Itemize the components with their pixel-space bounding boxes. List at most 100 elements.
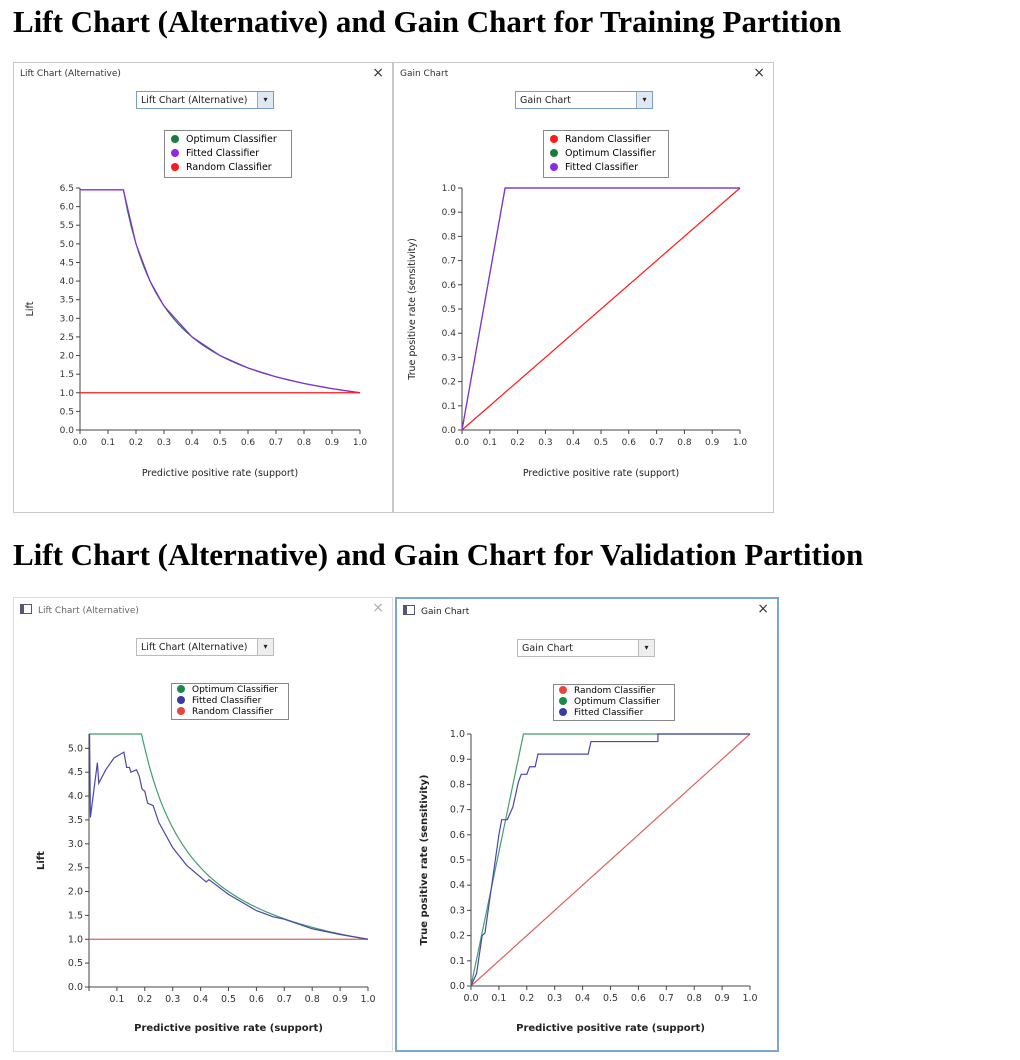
y-axis-label: True positive rate (sensitivity) bbox=[419, 775, 430, 946]
legend-item: Random Classifier bbox=[171, 161, 285, 175]
close-icon[interactable]: × bbox=[372, 65, 384, 81]
y-tick-label: 0.0 bbox=[60, 426, 75, 436]
panel-title: Lift Chart (Alternative) bbox=[20, 604, 139, 616]
x-tick-label: 0.9 bbox=[333, 994, 348, 1005]
y-tick-label: 1.0 bbox=[68, 934, 83, 945]
chevron-down-icon[interactable]: ▾ bbox=[257, 92, 273, 108]
x-tick-label: 0.4 bbox=[575, 993, 590, 1004]
y-tick-label: 0.6 bbox=[450, 830, 465, 841]
x-tick-label: 0.2 bbox=[137, 994, 152, 1005]
legend-label: Fitted Classifier bbox=[574, 708, 644, 718]
y-axis-label: Lift bbox=[25, 301, 36, 316]
x-tick-label: 0.4 bbox=[193, 994, 208, 1005]
x-tick-label: 0.5 bbox=[603, 993, 618, 1004]
legend-dot-icon bbox=[171, 163, 179, 171]
y-tick-label: 0.5 bbox=[60, 407, 74, 417]
y-tick-label: 0.2 bbox=[442, 378, 456, 388]
validation-gain-panel: Gain Chart × Gain Chart ▾ Random Classifi… bbox=[395, 597, 779, 1052]
legend-dot-icon bbox=[171, 135, 179, 143]
y-tick-label: 5.0 bbox=[68, 743, 83, 754]
y-tick-label: 0.3 bbox=[450, 905, 465, 916]
legend-label: Random Classifier bbox=[192, 707, 274, 717]
x-axis-label: Predictive positive rate (support) bbox=[142, 468, 298, 479]
legend-item: Random Classifier bbox=[177, 707, 283, 718]
series-line-fitted-classifier bbox=[461, 187, 740, 431]
chevron-down-icon[interactable]: ▾ bbox=[638, 640, 654, 656]
y-tick-label: 4.5 bbox=[60, 258, 74, 268]
x-tick-label: 0.3 bbox=[165, 994, 180, 1005]
chart-type-select[interactable]: Gain Chart ▾ bbox=[515, 91, 653, 109]
x-tick-label: 0.0 bbox=[455, 438, 470, 448]
x-tick-label: 0.9 bbox=[715, 993, 730, 1004]
x-tick-label: 0.8 bbox=[677, 438, 692, 448]
x-tick-label: 0.9 bbox=[705, 438, 720, 448]
y-tick-label: 6.5 bbox=[60, 184, 74, 194]
legend-item: Random Classifier bbox=[550, 133, 662, 147]
y-tick-label: 1.5 bbox=[60, 370, 74, 380]
y-tick-label: 2.0 bbox=[68, 887, 83, 898]
training-gain-panel: Gain Chart × Gain Chart ▾ Random Classifi… bbox=[393, 62, 774, 513]
y-tick-label: 3.0 bbox=[60, 314, 75, 324]
x-tick-label: 0.4 bbox=[185, 438, 200, 448]
x-tick-label: 0.3 bbox=[538, 438, 552, 448]
series-line-random-classifier bbox=[470, 733, 751, 987]
y-tick-label: 0.2 bbox=[450, 931, 465, 942]
x-tick-label: 0.1 bbox=[109, 994, 124, 1005]
legend-item: Fitted Classifier bbox=[550, 161, 662, 175]
close-icon[interactable]: × bbox=[757, 601, 769, 617]
y-tick-label: 2.0 bbox=[60, 352, 75, 362]
y-tick-label: 0.5 bbox=[450, 855, 465, 866]
series-line-fitted-classifier bbox=[470, 733, 750, 987]
y-tick-label: 0.3 bbox=[442, 353, 456, 363]
x-tick-label: 0.7 bbox=[649, 438, 663, 448]
y-tick-label: 3.5 bbox=[68, 815, 83, 826]
legend-label: Optimum Classifier bbox=[565, 148, 656, 159]
y-tick-label: 0.6 bbox=[442, 281, 457, 291]
series-line-random-classifier bbox=[461, 187, 741, 431]
y-tick-label: 0.1 bbox=[450, 956, 465, 967]
select-value: Gain Chart bbox=[522, 643, 573, 654]
chart-type-select[interactable]: Lift Chart (Alternative) ▾ bbox=[136, 91, 274, 109]
y-tick-label: 4.0 bbox=[60, 277, 75, 287]
series-line-fitted-classifier bbox=[88, 733, 369, 940]
x-tick-label: 0.3 bbox=[547, 993, 562, 1004]
x-tick-label: 1.0 bbox=[742, 993, 757, 1004]
chevron-down-icon[interactable]: ▾ bbox=[636, 92, 652, 108]
x-tick-label: 0.5 bbox=[213, 438, 227, 448]
legend-dot-icon bbox=[550, 149, 558, 157]
x-tick-label: 0.7 bbox=[277, 994, 292, 1005]
chart-type-select[interactable]: Lift Chart (Alternative) ▾ bbox=[136, 638, 274, 656]
close-icon[interactable]: × bbox=[372, 600, 384, 616]
x-tick-label: 0.0 bbox=[73, 438, 88, 448]
y-tick-label: 3.5 bbox=[60, 296, 74, 306]
y-tick-label: 0.8 bbox=[442, 232, 457, 242]
legend: Optimum Classifier Fitted Classifier Ran… bbox=[171, 683, 289, 720]
legend-item: Optimum Classifier bbox=[177, 685, 283, 696]
close-icon[interactable]: × bbox=[753, 65, 765, 81]
y-tick-label: 6.0 bbox=[60, 203, 75, 213]
y-tick-label: 0.4 bbox=[442, 329, 457, 339]
window-icon bbox=[20, 604, 32, 614]
x-tick-label: 1.0 bbox=[353, 438, 368, 448]
legend-label: Random Classifier bbox=[186, 162, 272, 173]
x-axis-label: Predictive positive rate (support) bbox=[523, 468, 679, 479]
x-tick-label: 0.8 bbox=[305, 994, 320, 1005]
legend-dot-icon bbox=[550, 163, 558, 171]
x-axis-label: Predictive positive rate (support) bbox=[516, 1023, 705, 1034]
x-tick-label: 0.7 bbox=[659, 993, 674, 1004]
y-tick-label: 1.0 bbox=[60, 389, 75, 399]
panel-title: Gain Chart bbox=[403, 605, 469, 617]
y-tick-label: 1.0 bbox=[442, 184, 457, 194]
series-line-optimum-classifier bbox=[89, 733, 369, 940]
chart-type-select[interactable]: Gain Chart ▾ bbox=[517, 639, 655, 657]
chevron-down-icon[interactable]: ▾ bbox=[257, 639, 273, 655]
legend-dot-icon bbox=[177, 696, 185, 704]
panel-title: Gain Chart bbox=[400, 69, 449, 79]
legend-label: Fitted Classifier bbox=[565, 162, 639, 173]
x-tick-label: 0.6 bbox=[241, 438, 256, 448]
y-tick-label: 5.5 bbox=[60, 221, 74, 231]
legend-item: Fitted Classifier bbox=[177, 696, 283, 707]
y-tick-label: 1.0 bbox=[450, 729, 465, 740]
x-tick-label: 0.6 bbox=[622, 438, 637, 448]
